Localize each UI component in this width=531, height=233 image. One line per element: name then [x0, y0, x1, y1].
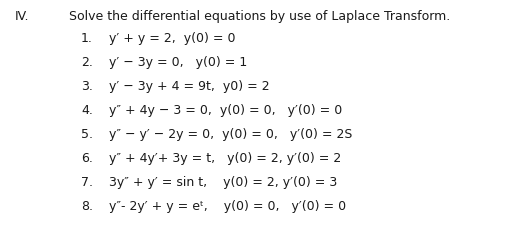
Text: 3.: 3. [81, 80, 93, 93]
Text: 2.: 2. [81, 56, 93, 69]
Text: 6.: 6. [81, 152, 93, 165]
Text: y′ + y = 2,  y(0) = 0: y′ + y = 2, y(0) = 0 [109, 32, 235, 45]
Text: Solve the differential equations by use of Laplace Transform.: Solve the differential equations by use … [69, 10, 450, 23]
Text: 5.: 5. [81, 128, 93, 141]
Text: 1.: 1. [81, 32, 93, 45]
Text: y″ − y′ − 2y = 0,  y(0) = 0,   y′(0) = 2S: y″ − y′ − 2y = 0, y(0) = 0, y′(0) = 2S [109, 128, 352, 141]
Text: y′ − 3y = 0,   y(0) = 1: y′ − 3y = 0, y(0) = 1 [109, 56, 247, 69]
Text: 4.: 4. [81, 104, 93, 117]
Text: 7.: 7. [81, 176, 93, 189]
Text: y′ − 3y + 4 = 9t,  y0) = 2: y′ − 3y + 4 = 9t, y0) = 2 [109, 80, 269, 93]
Text: 8.: 8. [81, 200, 93, 213]
Text: y″- 2y′ + y = eᵗ,    y(0) = 0,   y′(0) = 0: y″- 2y′ + y = eᵗ, y(0) = 0, y′(0) = 0 [109, 200, 346, 213]
Text: 3y″ + y′ = sin t,    y(0) = 2, y′(0) = 3: 3y″ + y′ = sin t, y(0) = 2, y′(0) = 3 [109, 176, 337, 189]
Text: y″ + 4y − 3 = 0,  y(0) = 0,   y′(0) = 0: y″ + 4y − 3 = 0, y(0) = 0, y′(0) = 0 [109, 104, 342, 117]
Text: y″ + 4y′+ 3y = t,   y(0) = 2, y′(0) = 2: y″ + 4y′+ 3y = t, y(0) = 2, y′(0) = 2 [109, 152, 341, 165]
Text: IV.: IV. [15, 10, 29, 23]
